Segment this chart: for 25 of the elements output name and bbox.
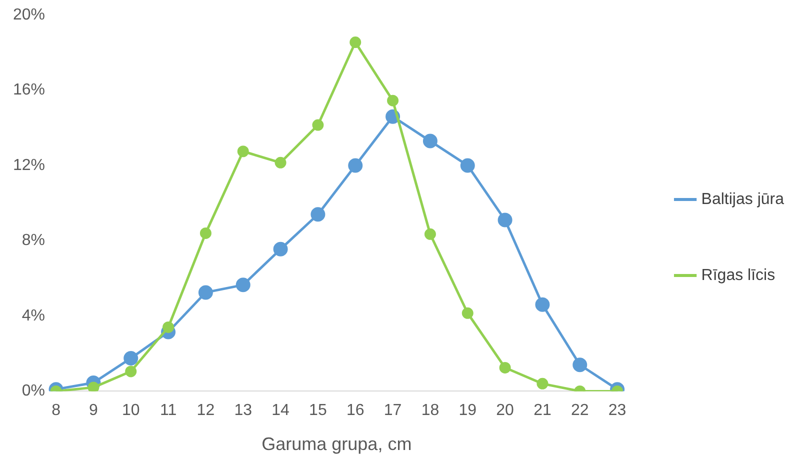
x-tick-label: 18 <box>421 402 440 420</box>
y-tick-label: 4% <box>22 307 46 324</box>
y-tick-label: 16% <box>12 82 46 99</box>
y-tick-label: 8% <box>22 232 46 250</box>
x-tick-label: 21 <box>534 402 552 420</box>
x-tick-label: 13 <box>234 402 252 420</box>
x-axis-title: Garuma grupa, cm <box>262 434 412 454</box>
x-tick-label: 15 <box>309 402 327 420</box>
x-tick-label: 22 <box>570 402 589 420</box>
legend-label: Rīgas līcis <box>701 266 776 284</box>
y-tick-label: 0% <box>22 382 46 400</box>
x-tick-label: 14 <box>272 402 290 420</box>
x-tick-label: 20 <box>496 402 514 420</box>
x-tick-label: 8 <box>52 402 61 420</box>
x-tick-label: 10 <box>122 402 140 420</box>
x-tick-label: 17 <box>384 402 402 420</box>
y-tick-label: 12% <box>12 156 46 174</box>
x-tick-label: 11 <box>160 402 177 420</box>
y-tick-label: 20% <box>12 6 46 24</box>
x-tick-label: 16 <box>346 402 364 420</box>
x-tick-label: 9 <box>88 402 98 420</box>
legend-label: Baltijas jūra <box>701 190 784 208</box>
x-tick-label: 19 <box>458 402 477 420</box>
x-tick-label: 12 <box>196 402 215 420</box>
x-tick-label: 23 <box>608 402 626 420</box>
